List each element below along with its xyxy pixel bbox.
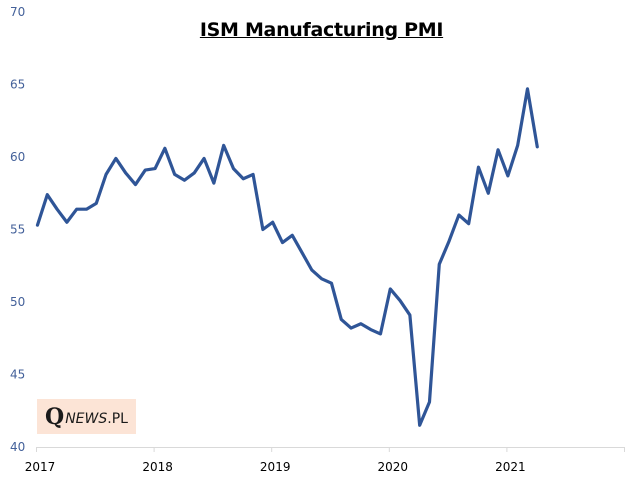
y-tick-label: 40 bbox=[10, 440, 25, 454]
y-tick-label: 70 bbox=[10, 5, 25, 19]
x-axis: 2017 2018 2019 2020 2021 bbox=[25, 447, 625, 474]
logo-news: NEWS.PL bbox=[65, 411, 128, 427]
x-tick-label: 2020 bbox=[378, 460, 409, 474]
y-tick-label: 55 bbox=[10, 223, 25, 237]
y-tick-label: 45 bbox=[10, 368, 25, 382]
y-tick-label: 60 bbox=[10, 150, 25, 164]
logo-q: Q bbox=[45, 403, 65, 430]
y-axis-ticks: 40 45 50 55 60 65 70 bbox=[10, 5, 25, 454]
logo-pl-text: .PL bbox=[107, 411, 128, 427]
y-tick-label: 65 bbox=[10, 78, 25, 92]
x-tick-label: 2017 bbox=[25, 460, 56, 474]
logo-news-text: NEWS bbox=[65, 411, 108, 427]
qnews-logo: Q NEWS.PL bbox=[37, 399, 136, 434]
x-tick-label: 2021 bbox=[495, 460, 526, 474]
series-line bbox=[35, 87, 539, 427]
y-tick-label: 50 bbox=[10, 295, 25, 309]
x-tick-label: 2018 bbox=[142, 460, 173, 474]
chart-title: ISM Manufacturing PMI bbox=[199, 19, 444, 41]
series-layer bbox=[35, 87, 539, 427]
x-tick-label: 2019 bbox=[260, 460, 291, 474]
